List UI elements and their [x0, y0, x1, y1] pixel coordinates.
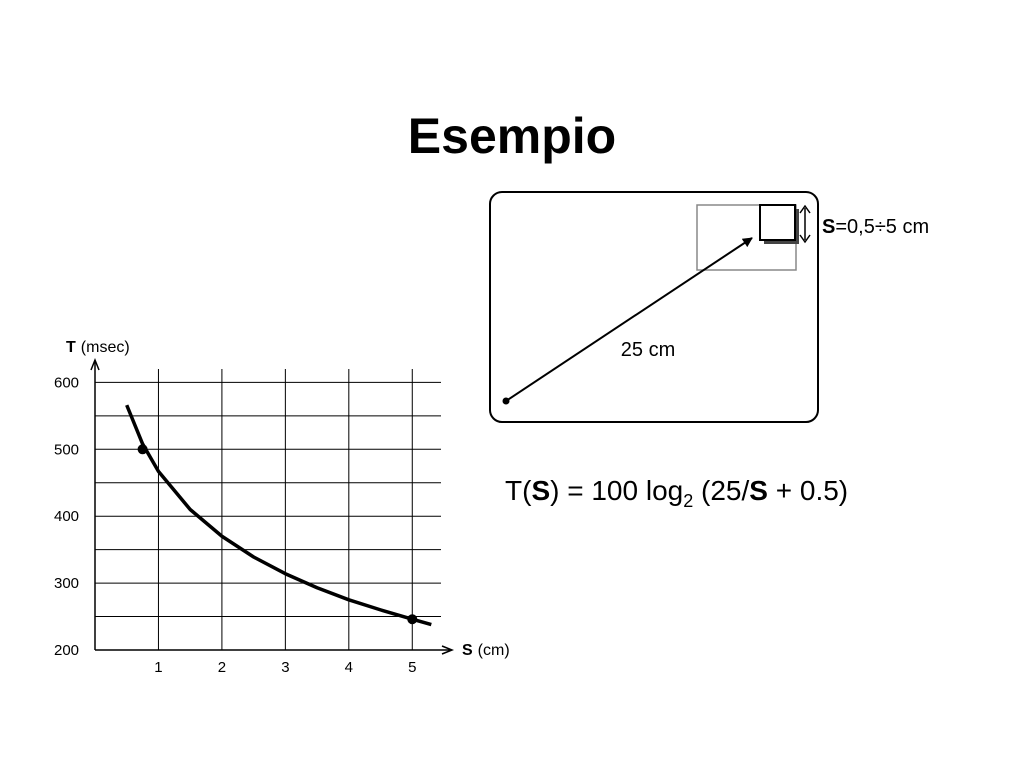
formula-part: ) = 100 log: [550, 475, 683, 506]
x-tick-label: 2: [218, 659, 226, 676]
formula-part: (25/: [693, 475, 749, 506]
x-axis-arrow: [441, 645, 455, 655]
x-tick-label: 3: [281, 659, 289, 676]
distance-label: 25 cm: [621, 339, 675, 361]
formula-part: + 0.5): [768, 475, 848, 506]
formula-part: T(: [505, 475, 532, 506]
target: [759, 204, 796, 241]
size-arrowheads: [799, 204, 811, 244]
formula-part: S: [531, 475, 550, 506]
x-axis-symbol: S: [462, 642, 473, 659]
y-axis-symbol: T: [66, 339, 76, 356]
curve: [125, 404, 432, 627]
size-range: =0,5÷5 cm: [835, 216, 929, 238]
formula: T(S) = 100 log2 (25/S + 0.5): [505, 475, 848, 511]
y-axis-unit: (msec): [81, 339, 130, 356]
y-axis-arrow: [90, 357, 100, 371]
chart: 200 300 400 500 600 1 2 3 4 5 T (msec) S (cm): [54, 339, 510, 676]
y-tick-label: 500: [54, 441, 79, 458]
screen-diagram: 25 cm S=0,5÷5 cm: [489, 191, 929, 423]
y-axis-label: T (msec): [66, 339, 130, 356]
x-tick-label: 1: [154, 659, 162, 676]
slide-title: Esempio: [408, 108, 616, 164]
y-tick-label: 300: [54, 575, 79, 592]
x-tick-label: 4: [345, 659, 353, 676]
formula-part: S: [749, 475, 768, 506]
y-tick-label: 600: [54, 374, 79, 391]
size-label: S=0,5÷5 cm: [822, 216, 929, 238]
y-tick-label: 200: [54, 642, 79, 659]
formula-subscript: 2: [683, 491, 693, 511]
x-tick-label: 5: [408, 659, 416, 676]
y-tick-label: 400: [54, 508, 79, 525]
size-symbol: S: [822, 216, 835, 238]
marker-point: [407, 614, 418, 625]
movement-arrow: [505, 237, 753, 402]
marker-point: [137, 444, 148, 455]
x-axis-label: S (cm): [462, 642, 510, 659]
x-axis-unit: (cm): [478, 642, 510, 659]
screen: [489, 191, 819, 423]
